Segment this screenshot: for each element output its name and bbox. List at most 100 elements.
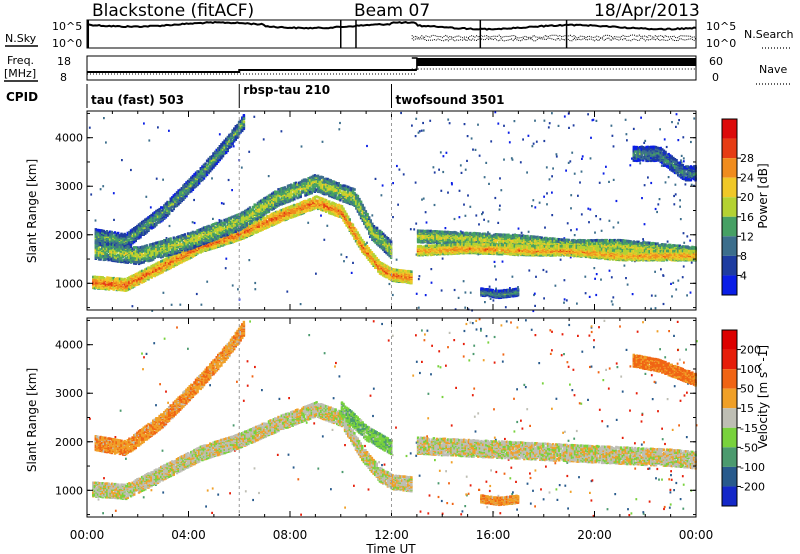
scatter-cell (338, 128, 340, 130)
scatter-cell (617, 222, 619, 224)
beam-title: Beam 07 (354, 1, 430, 21)
scatter-cell (483, 219, 485, 221)
scatter-cell (171, 304, 173, 306)
scatter-cell (560, 259, 562, 261)
scatter-cell (588, 221, 590, 223)
scatter-cell (596, 120, 598, 122)
scatter-cell (624, 265, 626, 267)
scatter-cell (532, 199, 534, 201)
scatter-cell (433, 166, 435, 168)
scatter-cell (162, 179, 164, 181)
scatter-cell (587, 208, 589, 210)
scatter-cell (594, 232, 596, 234)
scatter-cell (156, 178, 158, 180)
scatter-cell (565, 170, 567, 172)
scatter-cell (339, 122, 341, 124)
data-cell (344, 210, 346, 213)
scatter-cell (371, 214, 373, 216)
scatter-cell (546, 271, 548, 273)
scatter-cell (642, 238, 644, 240)
scatter-cell (248, 259, 250, 261)
scatter-cell (425, 294, 427, 296)
scatter-cell (499, 209, 501, 211)
scatter-cell (471, 137, 473, 139)
scatter-cell (419, 275, 421, 277)
scatter-cell (543, 297, 545, 299)
scatter-cell (463, 204, 465, 206)
scatter-cell (223, 203, 225, 205)
scatter-cell (459, 190, 461, 192)
scatter-cell (484, 176, 486, 178)
data-cell (352, 223, 354, 226)
scatter-cell (416, 293, 418, 295)
nsky-noise-trace (87, 20, 696, 48)
scatter-cell (521, 232, 523, 234)
scatter-cell (179, 304, 181, 306)
scatter-cell (307, 222, 309, 224)
freq-step (412, 58, 417, 70)
scatter-cell (589, 296, 591, 298)
scatter-cell (556, 155, 558, 157)
data-cell (328, 200, 330, 203)
scatter-cell (551, 112, 553, 114)
scatter-cell (558, 125, 560, 127)
scatter-cell (543, 269, 545, 271)
scatter-cell (644, 223, 646, 225)
scatter-cell (526, 171, 528, 173)
scatter-cell (544, 120, 546, 122)
scatter-cell (212, 218, 214, 220)
scatter-cell (418, 132, 420, 134)
scatter-cell (587, 113, 589, 115)
scatter-cell (592, 119, 594, 121)
scatter-cell (219, 133, 221, 135)
scatter-cell (415, 118, 417, 120)
scatter-cell (682, 276, 684, 278)
scatter-cell (281, 130, 283, 132)
nave-tick-low: 0 (712, 71, 719, 84)
scatter-cell (194, 222, 196, 224)
scatter-cell (254, 288, 256, 290)
scatter-cell (268, 175, 270, 177)
scatter-cell (225, 267, 227, 269)
scatter-cell (570, 194, 572, 196)
scatter-cell (551, 214, 553, 216)
cpid-segment-label: rbsp-tau 210 (243, 83, 330, 97)
scatter-cell (446, 152, 448, 154)
scatter-cell (485, 162, 487, 164)
scatter-cell (467, 135, 469, 137)
scatter-cell (666, 146, 668, 148)
scatter-cell (382, 184, 384, 186)
scatter-cell (616, 200, 618, 202)
scatter-cell (581, 171, 583, 173)
scatter-cell (286, 291, 288, 293)
scatter-cell (90, 193, 92, 195)
scatter-cell (443, 155, 445, 157)
scatter-cell (113, 219, 115, 221)
scatter-cell (503, 159, 505, 161)
scatter-cell (248, 151, 250, 153)
scatter-cell (582, 155, 584, 157)
scatter-cell (676, 113, 678, 115)
freq-trace (87, 58, 696, 74)
scatter-cell (691, 262, 693, 264)
scatter-cell (532, 145, 534, 147)
scatter-cell (495, 278, 497, 280)
scatter-cell (680, 218, 682, 220)
scatter-cell (469, 206, 471, 208)
scatter-cell (650, 308, 652, 310)
scatter-cell (505, 306, 507, 308)
scatter-cell (536, 141, 538, 143)
scatter-cell (665, 181, 667, 183)
scatter-cell (659, 128, 661, 130)
scatter-cell (389, 283, 391, 285)
nsearch-line-1 (412, 35, 696, 38)
scatter-cell (169, 225, 171, 227)
scatter-cell (683, 157, 685, 159)
scatter-cell (232, 284, 234, 286)
scatter-cell (322, 141, 324, 143)
scatter-cell (683, 160, 685, 162)
scatter-cell (600, 279, 602, 281)
scatter-cell (396, 165, 398, 167)
scatter-cell (494, 265, 496, 267)
scatter-cell (233, 145, 235, 147)
